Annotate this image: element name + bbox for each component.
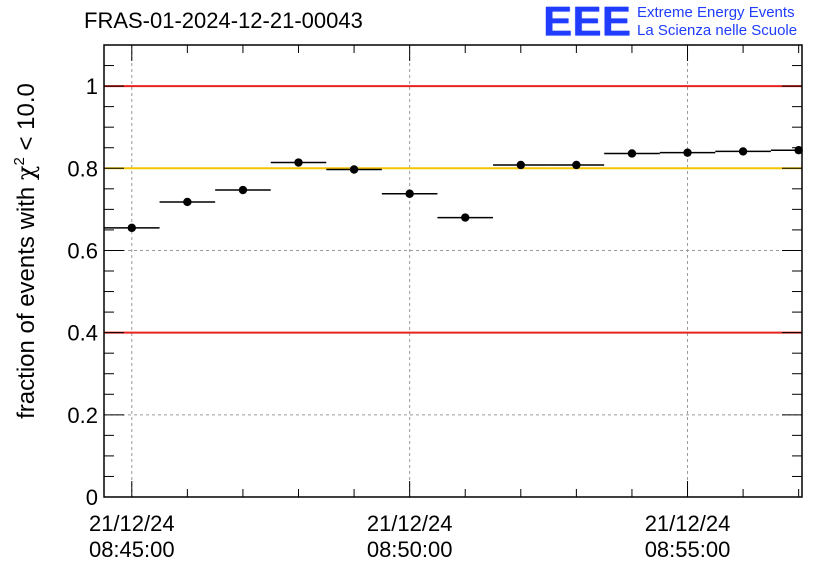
data-point [738, 147, 748, 156]
y-tick-label: 0.2 [67, 403, 98, 428]
data-point [516, 160, 525, 170]
eee-logo: EEE [543, 0, 632, 45]
x-tick-label: 21/12/24 [89, 511, 175, 536]
x-tick-label: 08:45:00 [89, 537, 175, 562]
data-point [183, 197, 192, 207]
y-tick-label: 1 [86, 74, 98, 99]
y-tick-label: 0.6 [67, 238, 98, 263]
chart-title: FRAS-01-2024-12-21-00043 [84, 8, 363, 33]
data-point [683, 148, 692, 157]
logo-line-1: Extreme Energy Events [637, 4, 795, 21]
y-tick-label: 0.8 [67, 156, 98, 181]
data-point [405, 189, 414, 198]
eee-logo-caption: Extreme Energy Events La Scienza nelle S… [637, 4, 797, 40]
x-tick-label: 21/12/24 [367, 511, 453, 536]
y-axis-label: fraction of events with χ2 < 10.0 [11, 83, 40, 419]
y-tick-label: 0 [86, 485, 98, 510]
data-point [461, 213, 470, 222]
logo-line-2: La Scienza nelle Scuole [637, 22, 798, 39]
x-tick-label: 08:55:00 [645, 537, 731, 562]
data-point [294, 158, 303, 167]
x-tick-label: 21/12/24 [645, 511, 731, 536]
data-point [794, 145, 803, 155]
x-tick-label: 08:50:00 [367, 537, 453, 562]
data-point [238, 185, 248, 195]
data-point [627, 149, 637, 158]
data-point [349, 165, 359, 174]
plot-frame [103, 44, 803, 498]
data-point [127, 223, 136, 233]
data-point [572, 160, 581, 170]
y-tick-label: 0.4 [67, 321, 98, 346]
